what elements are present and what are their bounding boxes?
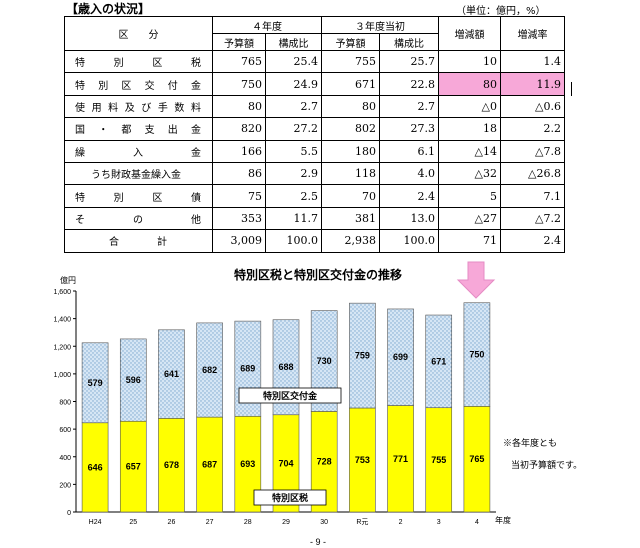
bar-value-label-kuzei: 755 — [431, 455, 446, 465]
cell-fy3-ratio: 100.0 — [379, 229, 439, 253]
bar-tokubetsu-kofukin — [81, 342, 109, 424]
x-tick-label: 28 — [244, 519, 252, 526]
cell-fy4-budget: 353 — [212, 206, 266, 231]
cell-fy4-ratio: 11.7 — [265, 206, 322, 231]
bar-tokubetsu-kuzei — [349, 407, 376, 513]
x-tick-label: 3 — [437, 519, 441, 526]
bar-value-label-kuzei: 646 — [88, 462, 103, 472]
bar-tokubetsu-kofukin — [196, 322, 223, 418]
bar-value-label-kofukin: 682 — [202, 365, 217, 375]
legend-label-kuzei-box — [253, 489, 327, 506]
x-tick-label: 25 — [129, 519, 137, 526]
cell-fy4-budget: 86 — [212, 161, 266, 186]
cell-fy3-ratio: 6.1 — [379, 139, 439, 163]
note-line-2: 当初予算額です。 — [511, 459, 582, 470]
cell-fy4-budget: 3,009 — [212, 229, 266, 253]
y-tick-label: 200 — [59, 482, 71, 489]
y-tick-label: 0 — [67, 510, 71, 517]
bar-value-label-kofukin: 596 — [126, 375, 141, 385]
header-rate: 増減率 — [500, 16, 565, 51]
bar-tokubetsu-kofukin — [387, 308, 414, 406]
y-tick-label: 400 — [59, 455, 71, 462]
bar-value-label-kofukin: 688 — [278, 362, 293, 372]
header-category: 区 分 — [64, 16, 213, 51]
bar-value-label-kuzei: 687 — [202, 460, 217, 470]
x-axis-unit: 年度 — [495, 515, 511, 525]
cell-fy4-ratio: 100.0 — [265, 229, 322, 253]
bar-value-label-kofukin: 750 — [469, 350, 484, 360]
cell-fy4-ratio: 24.9 — [265, 72, 322, 96]
table-row: 使用料及び手数料 80 2.7 80 2.7 △0 △0.6 — [64, 94, 565, 119]
table-row-total: 合計 3,009 100.0 2,938 100.0 71 2.4 — [64, 229, 565, 253]
cell-change: 71 — [438, 229, 501, 253]
y-tick-label: 1,600 — [53, 289, 71, 296]
text-cursor — [571, 82, 572, 96]
bar-value-label-kofukin: 641 — [164, 369, 179, 379]
table-row: 特別区交付金 750 24.9 671 22.8 80 11.9 — [64, 72, 565, 96]
highlight-arrow — [456, 261, 496, 299]
x-tick-label: H24 — [89, 519, 102, 526]
bar-value-label-kuzei: 678 — [164, 460, 179, 470]
cell-rate: 2.4 — [500, 229, 565, 253]
legend-label-kofukin: 特別区交付金 — [263, 390, 318, 401]
y-tick-label: 1,200 — [53, 344, 71, 351]
legend-label-kofukin-box — [238, 387, 342, 404]
bar-tokubetsu-kofukin — [119, 338, 147, 422]
y-tick-label: 600 — [59, 427, 71, 434]
bar-value-label-kuzei: 771 — [393, 454, 408, 464]
chart-title: 特別区税と特別区交付金の推移 — [234, 267, 402, 282]
chart-plot-area: 0 200 400 600 800 1,000 1,200 1,400 1,600 646 579 H… — [53, 289, 496, 526]
y-tick-label: 800 — [59, 400, 71, 407]
y-tick-label: 1,000 — [53, 372, 71, 379]
x-tick-label: R元 — [356, 518, 368, 526]
bar-tokubetsu-kofukin — [349, 302, 376, 409]
legend-label-kuzei: 特別区税 — [272, 492, 308, 503]
bar-value-label-kuzei: 728 — [317, 457, 332, 467]
table-row: その他 353 11.7 381 13.0 △27 △7.2 — [64, 206, 565, 231]
x-tick-label: 27 — [206, 519, 214, 526]
bar-value-label-kuzei: 704 — [278, 458, 293, 468]
bar-tokubetsu-kuzei — [81, 422, 109, 513]
x-tick-label: 29 — [282, 519, 290, 526]
bar-tokubetsu-kofukin — [425, 314, 453, 409]
y-axis-unit: 億円 — [60, 275, 76, 285]
bar-tokubetsu-kuzei — [463, 406, 491, 513]
bar-value-label-kofukin: 759 — [355, 351, 370, 361]
bar-value-label-kuzei: 753 — [355, 455, 370, 465]
bar-tokubetsu-kofukin — [158, 329, 185, 419]
cell-rate: 7.1 — [500, 184, 565, 208]
bar-tokubetsu-kuzei — [119, 420, 147, 513]
table-row: 特別区債 75 2.5 70 2.4 5 7.1 — [64, 184, 565, 208]
bar-tokubetsu-kuzei — [425, 407, 453, 513]
cell-fy3-ratio: 22.8 — [379, 72, 439, 96]
bar-value-label-kuzei: 693 — [240, 459, 255, 469]
bar-value-label-kuzei: 765 — [469, 454, 484, 464]
bar-value-label-kofukin: 699 — [393, 352, 408, 362]
x-tick-label: 26 — [168, 519, 176, 526]
cell-rate: △7.2 — [500, 206, 565, 231]
bar-value-label-kuzei: 657 — [126, 462, 141, 472]
x-tick-label: 2 — [399, 519, 403, 526]
page-number: - 9 - — [310, 537, 326, 547]
page-title: 【歳入の状況】 — [66, 2, 151, 16]
unit-label: （単位：億円，%） — [456, 6, 546, 17]
y-tick-label: 1,400 — [53, 317, 71, 324]
x-tick-label: 4 — [475, 519, 479, 526]
bar-value-label-kofukin: 689 — [240, 364, 255, 374]
table-row: 特別区税 765 25.4 755 25.7 10 1.4 — [64, 49, 565, 74]
cell-fy3-budget: 671 — [321, 72, 380, 96]
cell-change: △32 — [438, 161, 501, 186]
note-line-1: ※各年度とも — [503, 437, 557, 448]
row-label: 合計 — [64, 229, 213, 253]
x-tick-label: 30 — [320, 519, 328, 526]
bar-value-label-kofukin: 671 — [431, 356, 446, 366]
revenue-table: 区 分 ４年度 ３年度当初 増減額 増減率 予算額 構成比 予算額 構成比 特別… — [64, 16, 565, 253]
bar-tokubetsu-kofukin — [463, 302, 491, 407]
bar-value-label-kofukin: 730 — [317, 356, 332, 366]
bar-value-label-kofukin: 579 — [88, 378, 103, 388]
